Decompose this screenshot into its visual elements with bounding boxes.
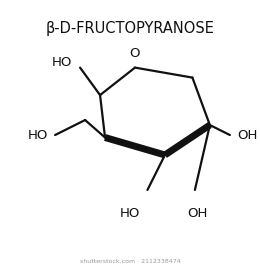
Text: HO: HO <box>52 56 73 69</box>
Text: β-D-FRUCTOPYRANOSE: β-D-FRUCTOPYRANOSE <box>46 22 214 36</box>
Text: HO: HO <box>120 207 140 220</box>
Text: OH: OH <box>237 129 258 141</box>
Text: O: O <box>130 47 140 60</box>
Text: shutterstock.com · 2112338474: shutterstock.com · 2112338474 <box>80 258 180 263</box>
Text: HO: HO <box>27 129 48 141</box>
Text: OH: OH <box>187 207 207 220</box>
